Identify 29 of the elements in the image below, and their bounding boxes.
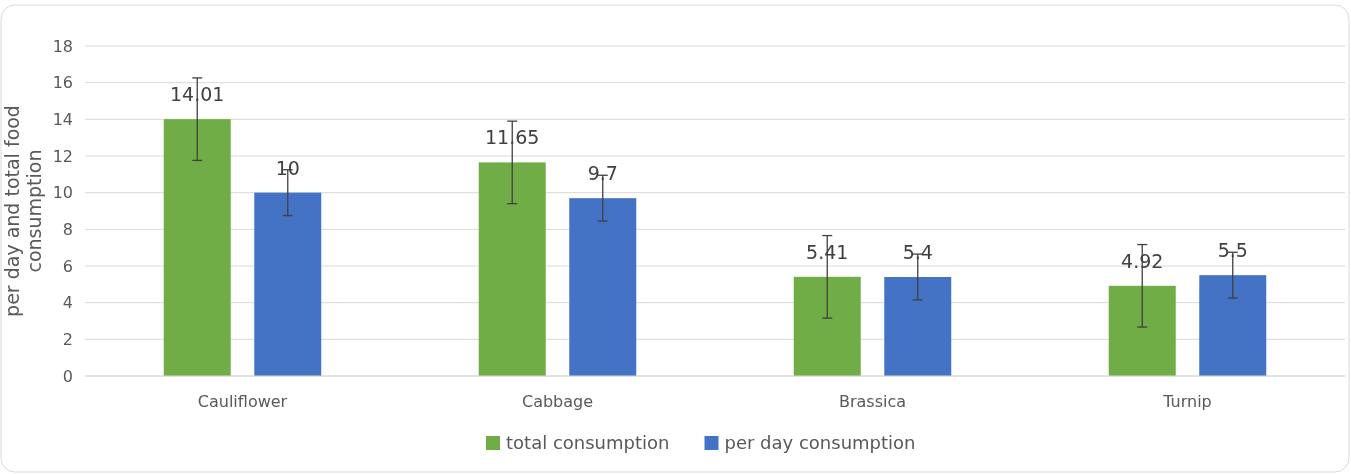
y-tick-label: 8 — [62, 219, 73, 239]
y-tick-label: 14 — [52, 109, 73, 129]
bar — [884, 277, 952, 376]
data-label: 5.4 — [902, 241, 933, 263]
bar — [1108, 285, 1176, 376]
data-label: 5.5 — [1217, 239, 1248, 262]
x-tick-label: Cabbage — [521, 392, 594, 411]
bar — [569, 198, 637, 376]
data-label: 9.7 — [587, 162, 618, 185]
y-tick-label: 4 — [62, 293, 73, 313]
legend-label: per day consumption — [724, 432, 916, 454]
y-tick-label: 18 — [52, 36, 73, 56]
y-axis-title: per day and total food consumption — [0, 105, 46, 317]
y-tick-label: 0 — [62, 366, 73, 386]
y-tick-label: 16 — [52, 73, 73, 93]
y-tick-label: 10 — [52, 183, 73, 203]
legend-label: total consumption — [506, 432, 670, 454]
y-tick-label: 2 — [62, 329, 73, 349]
data-label: 10 — [275, 156, 300, 179]
bar — [793, 276, 861, 376]
y-tick-label: 6 — [62, 256, 73, 276]
x-tick-label: Turnip — [1162, 392, 1212, 411]
bar — [163, 119, 231, 376]
bar — [478, 162, 546, 376]
x-tick-label: Brassica — [838, 392, 907, 411]
bar — [1199, 275, 1267, 376]
y-tick-label: 12 — [52, 146, 73, 166]
x-tick-label: Cauliflower — [197, 392, 288, 411]
bar — [254, 192, 322, 376]
